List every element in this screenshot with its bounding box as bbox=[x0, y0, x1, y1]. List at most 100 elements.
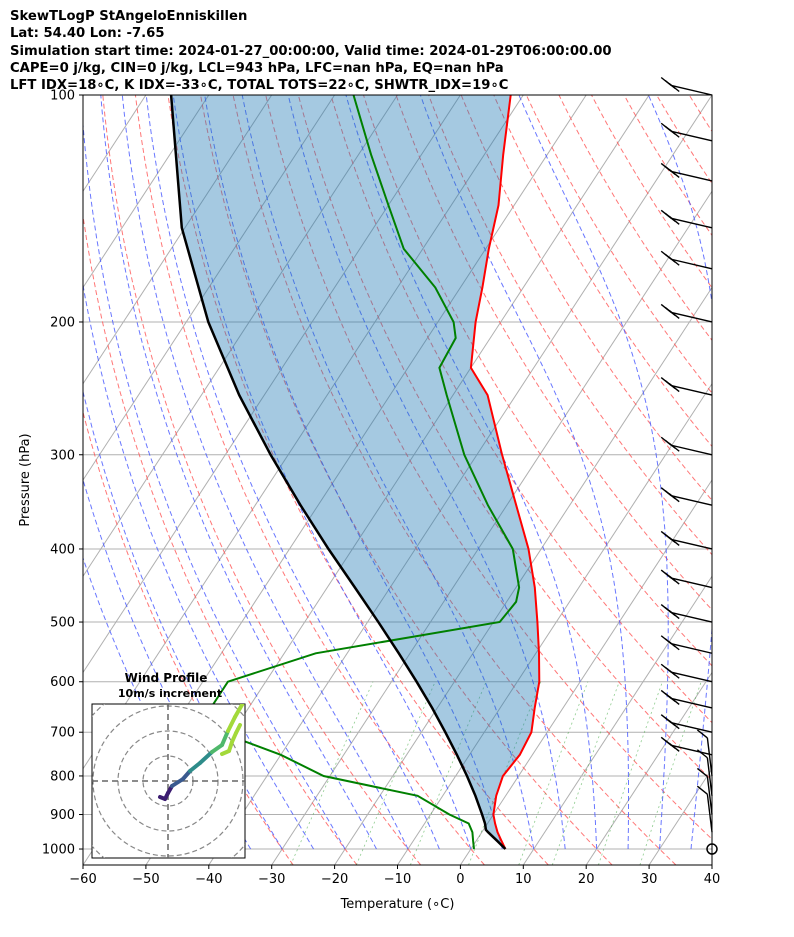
barb-staff bbox=[671, 643, 713, 654]
moist-adiabat-line bbox=[287, 95, 566, 850]
barb-staff bbox=[671, 170, 713, 182]
wind-barb bbox=[660, 76, 713, 96]
x-tick-label: 40 bbox=[704, 872, 721, 887]
barb-staff bbox=[706, 757, 713, 796]
mixing-ratio-line bbox=[639, 681, 702, 865]
y-tick-label: 1000 bbox=[42, 843, 75, 858]
dry-adiabat-line bbox=[591, 95, 712, 289]
moist-adiabat-line bbox=[722, 95, 792, 849]
x-tick-label: −30 bbox=[258, 872, 285, 887]
barb-staff bbox=[671, 722, 713, 733]
barb-staff bbox=[671, 384, 713, 396]
wind-barb bbox=[660, 122, 713, 142]
hodograph-segment bbox=[170, 777, 185, 788]
dry-adiabat-line bbox=[460, 95, 712, 502]
dry-adiabat-line bbox=[558, 95, 712, 342]
wind-barb bbox=[660, 209, 713, 229]
y-tick-label: 400 bbox=[50, 542, 75, 557]
barb-flag bbox=[668, 720, 680, 730]
barb-flag bbox=[668, 82, 680, 93]
hodograph-segment bbox=[226, 715, 237, 733]
x-tick-label: 20 bbox=[578, 872, 595, 887]
barb-flag bbox=[696, 729, 708, 739]
wind-barb bbox=[660, 303, 713, 323]
mixing-ratio-line bbox=[598, 681, 663, 865]
barb-flag bbox=[668, 256, 680, 266]
indices-line: LFT IDX=18∘C, K IDX=-33∘C, TOTAL TOTS=22… bbox=[10, 78, 509, 94]
dry-adiabat-line bbox=[754, 95, 794, 865]
barb-flag bbox=[668, 641, 680, 651]
x-tick-label: −40 bbox=[195, 872, 222, 887]
wind-barb bbox=[696, 767, 713, 815]
x-tick-label: −60 bbox=[69, 872, 96, 887]
y-tick-label: 700 bbox=[50, 726, 75, 741]
y-tick-label: 500 bbox=[50, 616, 75, 631]
barb-staff bbox=[671, 697, 713, 709]
x-tick-label: −10 bbox=[384, 872, 411, 887]
mixing-ratio-line bbox=[355, 681, 436, 865]
x-tick-label: −50 bbox=[132, 872, 159, 887]
wind-barb bbox=[660, 663, 713, 683]
barb-staff bbox=[671, 444, 713, 456]
moist-adiabat-line bbox=[204, 95, 503, 850]
hodograph-segment bbox=[220, 729, 230, 747]
y-tick-label: 200 bbox=[50, 315, 75, 330]
isotherm-line bbox=[208, 95, 712, 865]
moist-adiabat-line bbox=[121, 95, 409, 850]
wind-barb bbox=[660, 377, 713, 396]
moist-adiabat-line bbox=[83, 282, 315, 850]
barb-flag bbox=[668, 536, 680, 547]
barb-flag bbox=[668, 742, 680, 752]
chart-title: SkewTLogP StAngeloEnniskillen bbox=[10, 9, 248, 24]
barb-staff bbox=[706, 794, 713, 833]
moist-adiabat-line bbox=[172, 95, 472, 850]
isotherm-line bbox=[522, 575, 712, 865]
hodograph-segment bbox=[234, 723, 242, 735]
barb-flag bbox=[668, 609, 680, 620]
dry-adiabat-line bbox=[232, 95, 677, 865]
y-axis-label: Pressure (hPa) bbox=[18, 433, 33, 526]
barb-staff bbox=[671, 611, 713, 623]
dry-adiabat-line bbox=[688, 95, 712, 133]
barb-flag bbox=[696, 785, 708, 795]
wind-barb bbox=[660, 162, 713, 182]
barb-flag bbox=[668, 695, 680, 705]
moist-adiabat-line bbox=[83, 118, 346, 850]
mixing-ratio-line bbox=[290, 681, 374, 865]
mixing-ratio-line bbox=[468, 681, 542, 865]
dry-adiabat-line bbox=[83, 410, 294, 865]
barb-staff bbox=[671, 495, 713, 506]
barb-staff bbox=[671, 217, 713, 229]
isotherm-line bbox=[585, 671, 712, 865]
barb-staff bbox=[671, 671, 713, 683]
x-axis-label: Temperature (∘C) bbox=[340, 897, 455, 912]
wind-barb bbox=[696, 729, 713, 777]
inset-subtitle: 10m/s increment bbox=[118, 687, 222, 700]
moist-adiabat-line bbox=[83, 389, 283, 850]
isotherm-line bbox=[83, 95, 461, 674]
dry-adiabat-line bbox=[722, 95, 794, 865]
y-tick-label: 300 bbox=[50, 448, 75, 463]
y-tick-label: 800 bbox=[50, 769, 75, 784]
isotherm-line bbox=[83, 95, 210, 289]
dry-adiabat-line bbox=[787, 95, 794, 865]
wind-barb bbox=[660, 487, 713, 506]
barb-staff bbox=[671, 744, 713, 756]
isotherm-line bbox=[83, 95, 273, 385]
barb-staff bbox=[671, 311, 713, 323]
wind-barb bbox=[660, 530, 713, 550]
wind-barb bbox=[660, 603, 713, 623]
hodograph-segment bbox=[233, 704, 245, 719]
dry-adiabat-line bbox=[363, 95, 712, 667]
dry-adiabat-line bbox=[297, 95, 712, 782]
barb-flag bbox=[668, 383, 680, 393]
x-tick-label: 0 bbox=[456, 872, 464, 887]
location-line: Lat: 54.40 Lon: -7.65 bbox=[10, 26, 165, 42]
moist-adiabat-line bbox=[518, 95, 669, 850]
wind-barb bbox=[660, 736, 713, 756]
barb-flag bbox=[668, 128, 680, 138]
barb-flag bbox=[668, 309, 680, 320]
time-line: Simulation start time: 2024-01-27_00:00:… bbox=[10, 43, 612, 59]
barb-flag bbox=[668, 669, 680, 679]
